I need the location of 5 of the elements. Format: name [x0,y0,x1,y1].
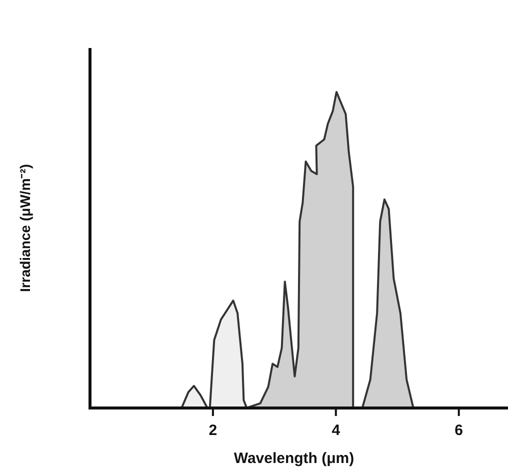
x-tick-label: 2 [208,422,218,439]
x-tick-label: 6 [454,422,463,439]
x-tick-label: 4 [332,422,341,439]
y-axis-title: Irradiance (μW/m⁻²) [17,164,33,292]
x-axis-title: Wavelength (μm) [234,450,354,467]
